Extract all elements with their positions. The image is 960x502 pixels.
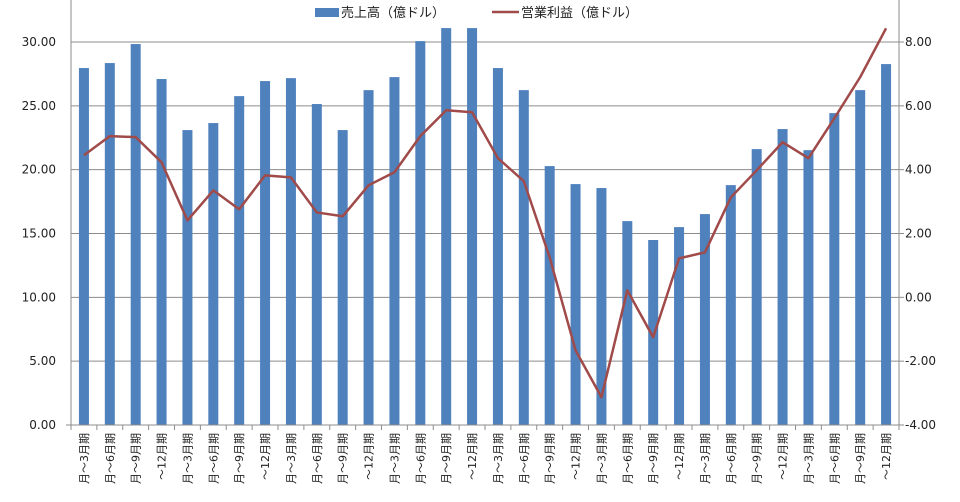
x-tick-label: 月～3月期 (802, 433, 815, 484)
bar (492, 68, 503, 425)
x-tick-label: ～12月期 (880, 433, 893, 480)
right-tick-label: 2.00 (905, 227, 932, 241)
bar (829, 113, 840, 425)
legend-label-revenue: 売上高（億ドル） (341, 5, 445, 21)
x-tick-label: 月～6月期 (828, 433, 841, 484)
bar (803, 150, 814, 425)
bar (518, 90, 529, 425)
right-tick-label: 8.00 (905, 35, 932, 49)
x-tick-label: 月～6月期 (518, 433, 531, 484)
left-tick-label: 5.00 (29, 354, 56, 368)
x-tick-label: ～12月期 (363, 433, 376, 480)
left-tick-label: 20.00 (22, 163, 56, 177)
bar (130, 44, 141, 426)
x-tick-label: 月～6月期 (104, 433, 117, 484)
bar (699, 214, 710, 425)
x-tick-label: ～12月期 (156, 433, 169, 480)
x-tick-label: 月～3月期 (78, 433, 91, 484)
x-tick-label: 月～9月期 (751, 433, 764, 484)
x-tick-label: 月～3月期 (285, 433, 298, 484)
x-tick-label: 月～3月期 (388, 433, 401, 484)
bar (467, 28, 478, 426)
bar (751, 149, 762, 425)
bar (415, 41, 426, 426)
bar (363, 90, 374, 425)
right-tick-label: -2.00 (905, 354, 936, 368)
left-tick-label: 25.00 (22, 99, 56, 113)
left-tick-label: 10.00 (22, 290, 56, 304)
x-tick-label: 月～6月期 (207, 433, 220, 484)
x-tick-label: 月～6月期 (725, 433, 738, 484)
x-tick-label: 月～9月期 (233, 433, 246, 484)
legend-label-profit: 営業利益（億ドル） (521, 5, 638, 21)
x-tick-label: 月～9月期 (647, 433, 660, 484)
x-tick-label: 月～9月期 (854, 433, 867, 484)
left-tick-label: 0.00 (29, 418, 56, 432)
bar-series (78, 28, 892, 426)
left-tick-label: 30.00 (22, 35, 56, 49)
bar (674, 227, 685, 425)
x-tick-label: 月～3月期 (181, 433, 194, 484)
bar (596, 188, 607, 425)
bar (881, 64, 892, 425)
x-tick-label: 月～3月期 (595, 433, 608, 484)
x-tick-label: ～12月期 (673, 433, 686, 480)
x-tick-label: ～12月期 (466, 433, 479, 480)
x-tick-label: ～12月期 (777, 433, 790, 480)
bar (285, 78, 296, 425)
bar (648, 240, 659, 425)
bar (78, 68, 89, 425)
bar (208, 123, 219, 426)
x-tick-label: 月～6月期 (414, 433, 427, 484)
line-series (83, 27, 888, 399)
bar (622, 221, 633, 425)
bar (441, 28, 452, 426)
bar (777, 129, 788, 425)
bar (570, 184, 581, 425)
x-tick-label: ～12月期 (259, 433, 272, 480)
x-tick-label: ～12月期 (570, 433, 583, 480)
left-tick-label: 15.00 (22, 227, 56, 241)
axes: 0.00 5.00 10.00 15.00 20.00 25.00 30.00 -4.00 -2… (22, 0, 936, 484)
right-tick-label: 6.00 (905, 99, 932, 113)
bar (260, 81, 271, 425)
x-tick-label: 月～9月期 (544, 433, 557, 484)
x-tick-label: 月～6月期 (621, 433, 634, 484)
right-tick-label: 0.00 (905, 290, 932, 304)
bar (104, 63, 115, 425)
bar (311, 104, 322, 426)
x-tick-label: 月～3月期 (699, 433, 712, 484)
bar (389, 77, 400, 425)
x-tick-label: 月～9月期 (440, 433, 453, 484)
legend: 売上高（億ドル） 営業利益（億ドル） (315, 5, 638, 21)
bar (234, 96, 245, 425)
profit-line (83, 27, 888, 399)
bar (337, 130, 348, 425)
legend-swatch-revenue (315, 8, 339, 17)
x-tick-label: 月～3月期 (492, 433, 505, 484)
x-tick-label: 月～9月期 (130, 433, 143, 484)
x-tick-label: 月～6月期 (311, 433, 324, 484)
bar (544, 166, 555, 426)
gridlines (71, 41, 899, 362)
x-tick-label: 月～9月期 (337, 433, 350, 484)
right-tick-label: -4.00 (905, 418, 936, 432)
bar (725, 185, 736, 425)
right-tick-label: 4.00 (905, 163, 932, 177)
bar (855, 90, 866, 425)
bar (182, 130, 193, 425)
bar (156, 79, 167, 426)
